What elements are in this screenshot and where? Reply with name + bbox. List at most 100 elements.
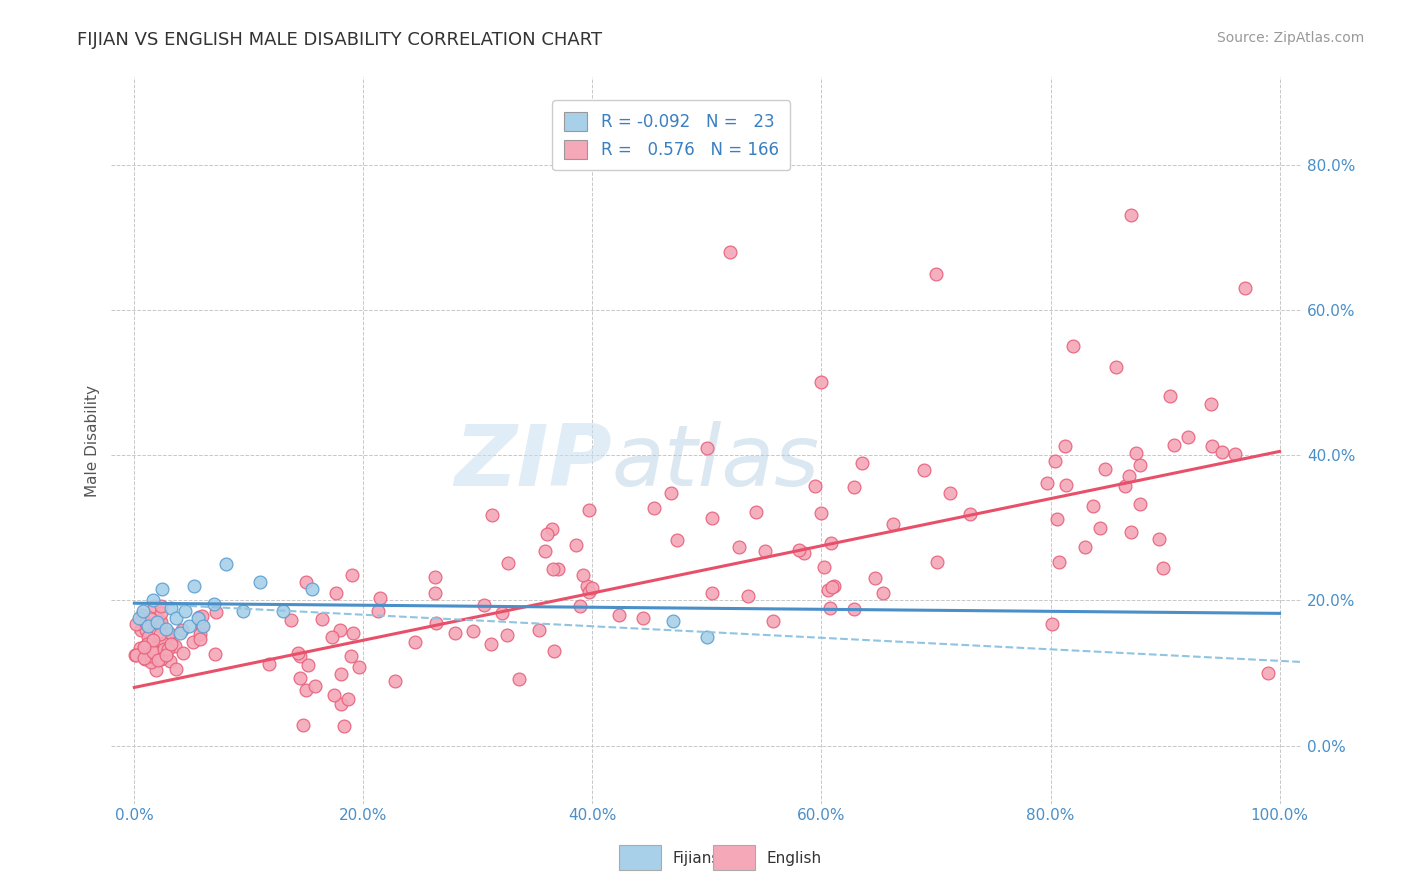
Point	[150, 599, 173, 613]
Point	[288, 649, 311, 664]
Point	[787, 542, 810, 557]
Point	[547, 562, 569, 576]
Point	[496, 556, 519, 570]
Point	[939, 486, 962, 500]
Point	[1163, 438, 1185, 452]
Point	[148, 613, 170, 627]
Point	[737, 590, 759, 604]
Point	[342, 626, 364, 640]
Point	[496, 628, 519, 642]
Point	[157, 632, 180, 646]
Point	[129, 623, 152, 637]
Point	[322, 689, 344, 703]
Point	[129, 640, 152, 655]
Point	[132, 604, 155, 618]
Point	[321, 630, 343, 644]
Point	[157, 626, 180, 640]
Point	[659, 486, 682, 500]
Point	[959, 507, 981, 521]
Point	[508, 672, 530, 686]
Point	[340, 567, 363, 582]
Point	[1036, 476, 1059, 491]
Point	[165, 662, 187, 676]
Point	[135, 615, 157, 630]
Point	[1074, 541, 1097, 555]
Point	[1040, 616, 1063, 631]
Point	[149, 606, 172, 620]
Point	[404, 634, 426, 648]
Text: Source: ZipAtlas.com: Source: ZipAtlas.com	[1216, 31, 1364, 45]
Point	[367, 604, 389, 618]
Point	[145, 663, 167, 677]
Point	[139, 644, 162, 658]
Point	[155, 623, 177, 637]
Point	[804, 479, 827, 493]
Point	[576, 578, 599, 592]
Point	[631, 611, 654, 625]
Point	[329, 623, 352, 637]
Point	[173, 604, 195, 618]
Point	[1053, 439, 1076, 453]
Point	[925, 555, 948, 569]
Point	[491, 607, 513, 621]
Point	[125, 648, 148, 662]
Point	[159, 636, 181, 650]
Point	[1199, 397, 1222, 411]
Text: atlas: atlas	[612, 421, 820, 504]
Point	[813, 559, 835, 574]
Point	[1257, 665, 1279, 680]
Point	[842, 602, 865, 616]
Point	[131, 607, 153, 622]
Text: ZIP: ZIP	[454, 421, 612, 504]
Point	[700, 586, 723, 600]
Point	[536, 527, 558, 541]
Point	[851, 456, 873, 470]
Point	[581, 581, 603, 595]
Point	[128, 611, 150, 625]
Point	[425, 616, 447, 631]
Point	[132, 651, 155, 665]
Point	[1211, 444, 1233, 458]
Point	[1177, 430, 1199, 444]
Point	[700, 511, 723, 525]
Point	[1152, 560, 1174, 574]
Point	[1159, 389, 1181, 403]
Point	[188, 632, 211, 646]
Point	[297, 657, 319, 672]
Point	[481, 508, 503, 522]
Point	[1045, 512, 1067, 526]
Text: English: English	[766, 851, 821, 865]
Point	[820, 536, 842, 550]
Point	[165, 639, 187, 653]
Point	[347, 660, 370, 674]
Point	[179, 618, 201, 632]
Point	[1062, 339, 1084, 353]
Point	[1147, 532, 1170, 546]
Point	[150, 652, 173, 666]
Point	[139, 611, 162, 625]
Point	[136, 630, 159, 644]
Point	[1129, 497, 1152, 511]
Point	[872, 585, 894, 599]
Point	[191, 618, 214, 632]
Point	[336, 691, 359, 706]
Point	[153, 641, 176, 656]
Point	[1121, 525, 1143, 540]
Point	[329, 697, 352, 711]
Point	[139, 655, 162, 669]
Point	[1105, 360, 1128, 375]
Point	[534, 543, 557, 558]
Point	[152, 636, 174, 650]
Point	[479, 637, 502, 651]
Point	[823, 579, 845, 593]
Point	[280, 613, 302, 627]
Point	[818, 600, 841, 615]
Point	[1201, 440, 1223, 454]
Point	[1119, 208, 1142, 222]
Point	[311, 612, 333, 626]
Point	[191, 618, 214, 632]
Point	[384, 673, 406, 688]
Text: Fijians: Fijians	[672, 851, 720, 865]
Point	[863, 571, 886, 585]
Point	[135, 616, 157, 631]
